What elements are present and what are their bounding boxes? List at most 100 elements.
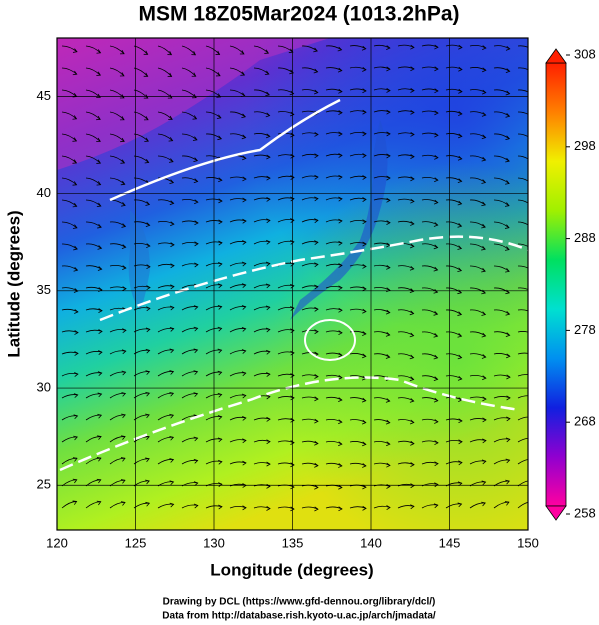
streamline-arrow [362,175,367,180]
streamline-arrow [338,307,343,313]
streamline-arrow [98,350,103,355]
streamline [229,89,246,97]
streamline-arrow [314,131,319,137]
streamline-arrow [265,327,271,333]
streamline-arrow [362,219,367,225]
streamline-arrow [73,435,78,441]
streamline [109,177,125,185]
streamline-arrow [242,415,247,421]
y-tick-label: 25 [37,477,51,492]
streamline-arrow [458,460,463,466]
streamline-arrow [529,247,533,251]
streamline-arrow [506,395,511,401]
streamline [493,155,510,162]
streamline-arrow [481,501,486,507]
streamline-arrow [290,153,295,159]
streamline [517,309,528,312]
isobar [304,319,356,361]
streamline-arrow [242,240,247,245]
streamline-arrow [121,244,127,249]
streamline-arrow [338,131,343,137]
streamline-arrow [193,157,199,163]
streamline-arrow [241,113,247,119]
colorbar-fill [545,62,567,507]
streamline [133,67,148,77]
streamline-arrow [362,131,367,137]
streamline-arrow [338,484,343,490]
streamline [61,89,77,97]
streamline-arrow [170,242,175,248]
streamline [229,45,245,55]
streamline-arrow [457,133,463,139]
streamline-arrow [289,111,295,117]
streamline-arrow [169,305,175,311]
streamline-arrow [457,267,463,273]
streamline-arrow [338,330,343,336]
streamline-arrow [338,374,343,380]
streamline-arrow [193,458,199,464]
streamline-arrow [120,501,126,506]
streamline-arrow [290,132,295,138]
streamline-arrow [96,500,102,506]
streamline-arrow [169,200,175,206]
streamline-arrow [410,109,415,115]
streamline-arrow [529,114,533,118]
streamline-arrow [265,283,271,289]
streamline-arrow [505,311,511,316]
streamline-arrow [434,110,439,116]
streamline-arrow [338,218,343,224]
x-tick-label: 140 [360,535,382,550]
colorbar-tick-label: 278 [574,322,596,337]
streamline-arrow [290,350,295,356]
streamline-arrow [338,263,343,268]
streamline-arrow [314,418,319,424]
streamline-arrow [193,305,199,310]
streamline-arrow [386,441,391,447]
streamline [517,45,528,48]
streamline-arrow [169,326,175,332]
streamline-arrow [145,222,151,228]
streamline-arrow [434,154,439,160]
field [57,38,534,530]
streamline [205,45,220,55]
streamline-arrow [72,48,78,53]
streamline-arrow [362,286,367,292]
streamline-arrow [529,181,533,185]
streamline-arrow [410,44,415,50]
y-tick-label: 45 [37,88,51,103]
streamline-arrow [338,88,343,94]
streamline-arrow [338,352,343,358]
streamline [205,89,221,98]
streamline-arrow [337,67,343,73]
streamline-arrow [338,110,343,115]
streamline [181,45,196,56]
streamline-arrow [72,500,78,505]
streamline-arrow [362,505,367,511]
streamline-arrow [410,221,415,226]
streamline [133,45,148,55]
streamline-arrow [96,93,101,99]
streamline-arrow [266,372,271,377]
streamline-arrow [167,50,173,56]
streamline-arrow [218,504,223,510]
streamline-arrow [530,311,534,315]
streamline-arrow [505,180,510,185]
streamline-arrow [72,70,78,76]
streamline-arrow [386,66,391,72]
streamline-arrow [386,505,391,510]
streamline [109,67,125,77]
streamline-arrow [193,481,199,486]
streamline-arrow [386,220,391,225]
streamline-arrow [217,370,223,376]
streamline-arrow [362,241,367,247]
streamline [517,111,528,115]
streamline-arrow [193,348,199,354]
colorbar-extend [545,505,567,521]
streamline-arrow [433,288,439,294]
streamline-arrow [314,462,319,468]
streamline-arrow [530,332,534,336]
streamline-arrow [530,289,534,293]
streamline-arrow [145,391,151,397]
streamline-arrow [314,440,319,446]
